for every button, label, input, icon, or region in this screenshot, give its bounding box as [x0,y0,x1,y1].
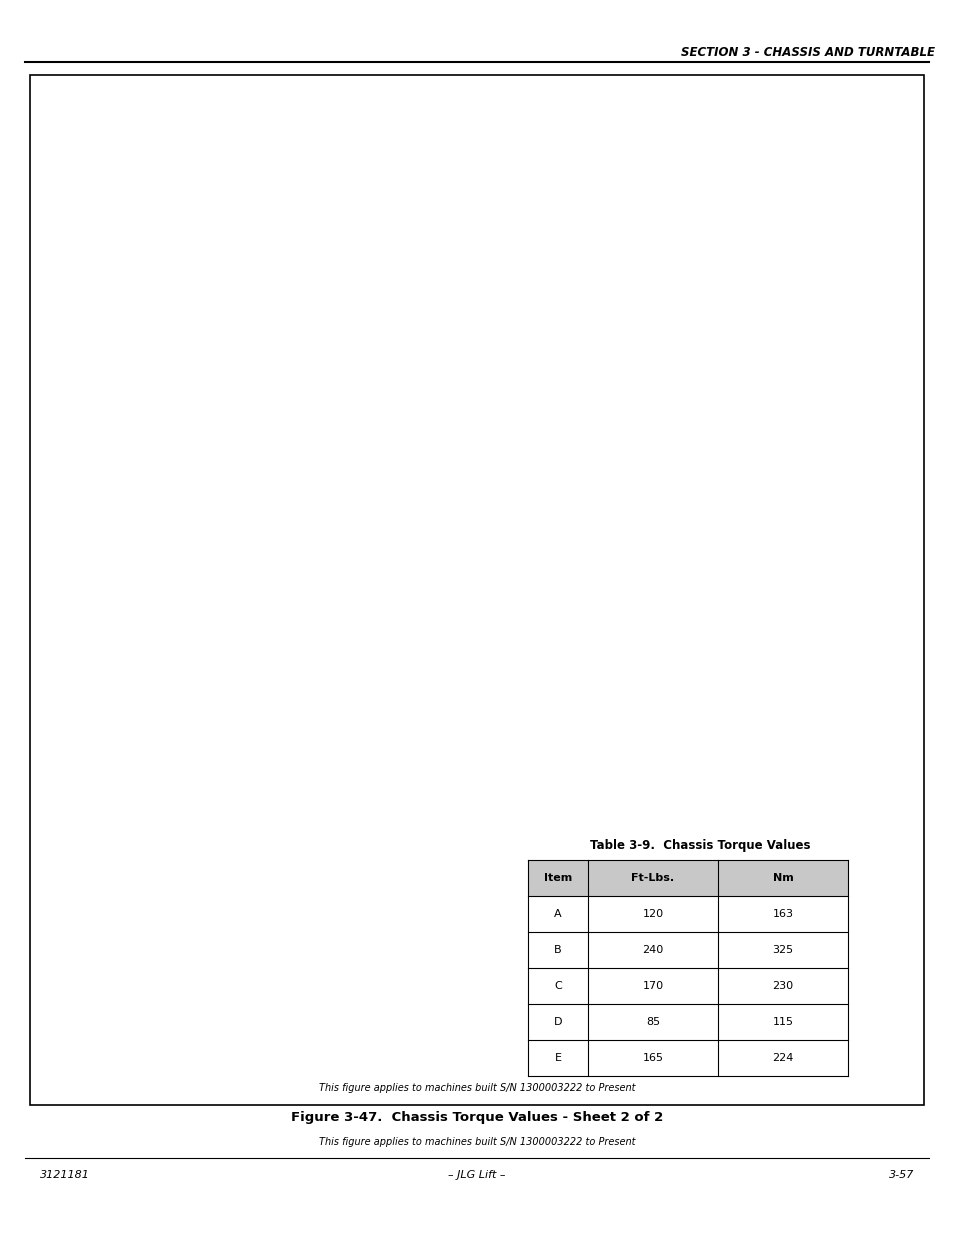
Text: 3121181: 3121181 [40,1170,90,1179]
Text: Ft-Lbs.: Ft-Lbs. [631,873,674,883]
Text: This figure applies to machines built S/N 1300003222 to Present: This figure applies to machines built S/… [318,1083,635,1093]
Text: 85: 85 [645,1016,659,1028]
Text: 163: 163 [772,909,793,919]
Text: – JLG Lift –: – JLG Lift – [448,1170,505,1179]
Bar [527,1004,847,1040]
Text: D: D [553,1016,561,1028]
Bar [527,1040,847,1076]
Text: This figure applies to machines built S/N 1300003222 to Present: This figure applies to machines built S/… [318,1137,635,1147]
Text: B: B [554,945,561,955]
Text: 224: 224 [772,1053,793,1063]
Text: 170: 170 [641,981,663,990]
Text: Nm: Nm [772,873,793,883]
Text: A: A [554,909,561,919]
Bar [30,75,923,1105]
Bar [527,968,847,1004]
Text: 240: 240 [641,945,663,955]
Bar [527,860,847,897]
Text: Figure 3-47.  Chassis Torque Values - Sheet 2 of 2: Figure 3-47. Chassis Torque Values - She… [291,1112,662,1125]
Text: E: E [554,1053,561,1063]
Text: 230: 230 [772,981,793,990]
Text: 120: 120 [641,909,663,919]
Text: 3-57: 3-57 [887,1170,913,1179]
Bar [527,897,847,932]
Text: SECTION 3 - CHASSIS AND TURNTABLE: SECTION 3 - CHASSIS AND TURNTABLE [680,46,934,58]
Text: 165: 165 [641,1053,662,1063]
Text: Table 3-9.  Chassis Torque Values: Table 3-9. Chassis Torque Values [589,839,809,851]
Bar [527,932,847,968]
Text: 325: 325 [772,945,793,955]
Text: 115: 115 [772,1016,793,1028]
Bar [30,95,923,1074]
Text: Item: Item [543,873,572,883]
Text: C: C [554,981,561,990]
